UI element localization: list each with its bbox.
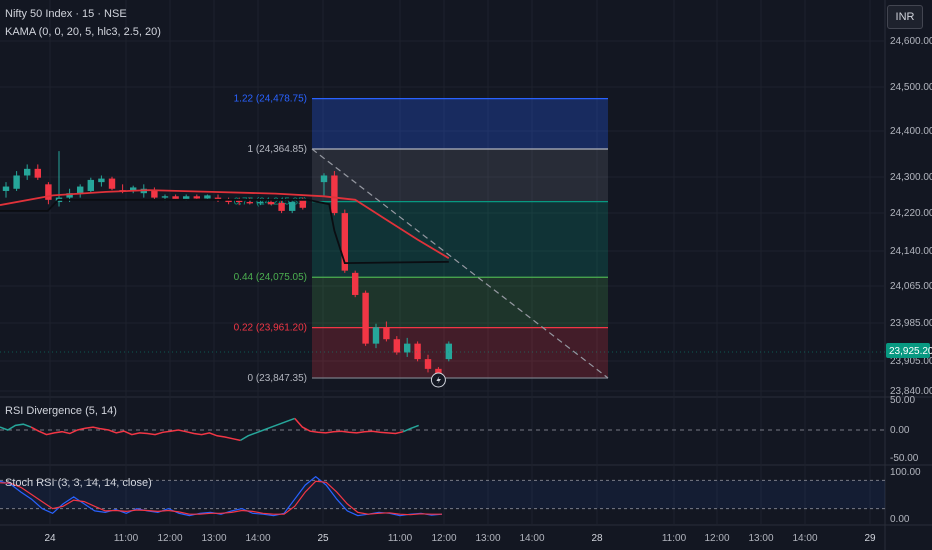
- fib-label-1: 1 (24,364.85): [248, 144, 308, 155]
- kama-line: [0, 198, 449, 265]
- time-axis-label: 13:00: [201, 533, 226, 544]
- price-tick-label: 24,500.00: [890, 82, 932, 93]
- rsi-divergence-label[interactable]: RSI Divergence (5, 14): [5, 405, 117, 417]
- rsi-divergence-line: [240, 417, 295, 442]
- time-axis-label: 25: [317, 533, 329, 544]
- time-axis-label: 12:00: [431, 533, 456, 544]
- candle: [278, 202, 285, 211]
- fib-zone-0.44: [312, 277, 608, 328]
- candle: [257, 202, 264, 204]
- fib-label-0.44: 0.44 (24,075.05): [234, 272, 307, 283]
- time-axis-label: 24: [44, 533, 56, 544]
- candle: [236, 200, 243, 203]
- price-tick-label: 24,600.00: [890, 36, 932, 47]
- moving-average-line: [0, 189, 450, 259]
- candle: [87, 179, 94, 191]
- price-tick-label: 24,220.00: [890, 208, 932, 219]
- candle: [246, 202, 253, 204]
- price-tick-label: 24,140.00: [890, 246, 932, 257]
- candle: [289, 202, 296, 211]
- candle: [77, 186, 84, 194]
- last-price-label: 23,925.20: [889, 346, 932, 357]
- candle: [214, 197, 222, 200]
- fib-zone-0.22: [312, 327, 608, 378]
- candle: [372, 327, 380, 344]
- candle: [183, 196, 190, 199]
- time-axis-label: 12:00: [704, 533, 729, 544]
- rsi-divergence-line: [294, 417, 404, 435]
- time-axis-label: 14:00: [792, 533, 817, 544]
- rsi-divergence-line: [402, 424, 419, 433]
- rsi-tick-label: 50.00: [890, 395, 915, 406]
- candle: [299, 199, 306, 208]
- rsi-divergence-line: [0, 423, 32, 431]
- candle: [204, 195, 211, 199]
- candle: [45, 184, 52, 200]
- price-tick-label: 24,300.00: [890, 172, 932, 183]
- lightning-glyph: [436, 376, 441, 384]
- candle: [404, 343, 411, 353]
- last-price-box: [886, 343, 930, 358]
- kama-indicator-label[interactable]: KAMA (0, 0, 20, 5, hlc3, 2.5, 20): [5, 26, 161, 38]
- candle: [352, 272, 359, 295]
- time-axis-label: 14:00: [519, 533, 544, 544]
- stoch-tick-label: 0.00: [890, 514, 910, 525]
- candle: [383, 327, 390, 340]
- candle: [225, 199, 232, 203]
- candle: [341, 213, 348, 271]
- candle: [98, 178, 105, 183]
- time-axis-label: 29: [864, 533, 876, 544]
- fib-zone-1: [312, 149, 608, 202]
- candle: [445, 343, 452, 360]
- candle: [151, 190, 158, 198]
- time-axis-label: 13:00: [475, 533, 500, 544]
- time-axis-label: 12:00: [157, 533, 182, 544]
- candle: [108, 178, 116, 189]
- stoch-band: [0, 480, 885, 509]
- candle: [66, 193, 73, 198]
- time-axis-label: 11:00: [662, 533, 687, 544]
- time-axis-label: 14:00: [245, 533, 270, 544]
- candle: [424, 359, 432, 369]
- candle: [393, 339, 400, 353]
- candle: [193, 196, 200, 199]
- stoch-tick-label: 100.00: [890, 467, 921, 478]
- price-tick-label: 23,840.00: [890, 386, 932, 397]
- fib-label-1.22: 1.22 (24,478.75): [234, 94, 307, 105]
- candle: [267, 202, 275, 205]
- time-axis-label: 11:00: [388, 533, 413, 544]
- time-axis-label: 11:00: [114, 533, 139, 544]
- rsi-divergence-line: [30, 426, 241, 442]
- candle: [362, 292, 369, 344]
- fib-zone-0.77: [312, 201, 608, 278]
- candle: [130, 187, 137, 191]
- candle: [331, 175, 338, 214]
- price-tick-label: 24,065.00: [890, 281, 932, 292]
- stoch-rsi-label[interactable]: Stoch RSI (3, 3, 14, 14, close): [5, 477, 152, 489]
- fib-zone-1.22: [312, 98, 608, 149]
- currency-button[interactable]: INR: [887, 5, 923, 29]
- candle: [24, 168, 31, 176]
- candle: [172, 196, 179, 199]
- fib-label-0.22: 0.22 (23,961.20): [234, 323, 307, 334]
- time-axis-label: 13:00: [748, 533, 773, 544]
- candle: [161, 196, 169, 198]
- rsi-tick-label: 0.00: [890, 425, 910, 436]
- candle: [414, 343, 421, 360]
- price-tick-label: 23,985.00: [890, 318, 932, 329]
- candle: [13, 175, 20, 189]
- price-tick-label: 23,905.00: [890, 356, 932, 367]
- fib-trend-line: [311, 148, 609, 379]
- stoch-d-line: [0, 480, 442, 516]
- symbol-title[interactable]: Nifty 50 Index · 15 · NSE: [5, 8, 127, 20]
- fib-label-0: 0 (23,847.35): [248, 373, 308, 384]
- price-tick-label: 24,400.00: [890, 126, 932, 137]
- candle: [34, 168, 41, 178]
- candle: [2, 186, 10, 191]
- candle: [320, 175, 328, 183]
- rsi-tick-label: -50.00: [890, 453, 919, 464]
- time-axis-label: 28: [591, 533, 603, 544]
